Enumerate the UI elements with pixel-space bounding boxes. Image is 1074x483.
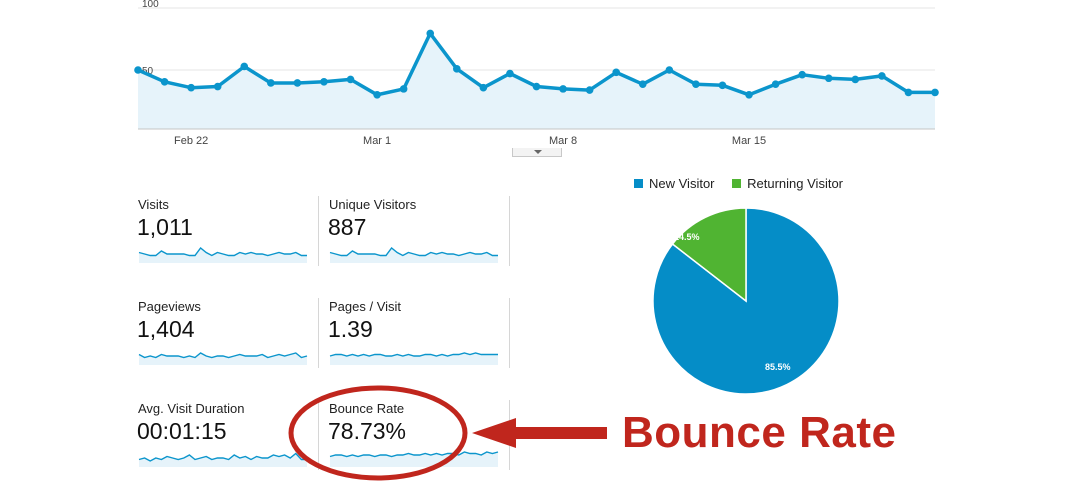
metric-divider bbox=[318, 196, 319, 266]
y-tick-label-50: 50 bbox=[142, 66, 154, 77]
data-point[interactable] bbox=[638, 80, 647, 88]
sparkline-fill bbox=[139, 453, 307, 467]
metric-divider bbox=[318, 400, 319, 470]
metric-sparkline bbox=[329, 352, 498, 365]
data-point[interactable] bbox=[665, 66, 674, 74]
chevron-down-icon bbox=[534, 150, 542, 154]
metric-value: 00:01:15 bbox=[137, 418, 227, 444]
metric-sparkline bbox=[138, 352, 308, 365]
data-point[interactable] bbox=[267, 79, 275, 87]
metric-divider bbox=[509, 400, 510, 470]
data-point[interactable] bbox=[771, 80, 780, 88]
sparkline-line bbox=[329, 246, 498, 257]
metric-label: Pageviews bbox=[138, 299, 201, 314]
sparkline-line bbox=[138, 352, 308, 359]
x-tick-label: Feb 22 bbox=[174, 135, 208, 147]
legend-label: Returning Visitor bbox=[747, 176, 844, 191]
legend-swatch bbox=[732, 179, 742, 188]
metric-label: Bounce Rate bbox=[329, 401, 405, 416]
x-tick-label: Mar 15 bbox=[732, 135, 766, 147]
data-point[interactable] bbox=[373, 90, 381, 99]
y-tick-label-100: 100 bbox=[142, 0, 159, 10]
data-point[interactable] bbox=[453, 65, 461, 73]
data-point[interactable] bbox=[320, 78, 328, 86]
metric-unique-visitors[interactable]: Unique Visitors 887 bbox=[328, 197, 501, 279]
sparkline-line bbox=[329, 352, 498, 357]
metric-value: 887 bbox=[328, 214, 367, 240]
metric-bounce-rate[interactable]: Bounce Rate 78.73% bbox=[328, 401, 501, 483]
data-point[interactable] bbox=[718, 81, 727, 90]
metric-sparkline bbox=[329, 246, 498, 263]
metric-visits[interactable]: Visits 1,011 bbox=[137, 197, 310, 279]
data-point[interactable] bbox=[134, 66, 142, 74]
data-point[interactable] bbox=[532, 82, 541, 91]
metric-avg-visit-duration[interactable]: Avg. Visit Duration 00:01:15 bbox=[137, 401, 310, 483]
data-point[interactable] bbox=[506, 69, 514, 78]
data-point[interactable] bbox=[585, 86, 594, 94]
visits-data-points bbox=[134, 29, 939, 99]
pie-legend: New Visitor Returning Visitor bbox=[634, 176, 857, 191]
sparkline-fill bbox=[330, 248, 498, 263]
data-point[interactable] bbox=[851, 75, 860, 84]
chart-collapse-handle[interactable] bbox=[512, 148, 562, 157]
data-point[interactable] bbox=[878, 72, 886, 80]
legend-item-new-visitor[interactable]: New Visitor bbox=[634, 176, 715, 191]
data-point[interactable] bbox=[293, 79, 302, 87]
metric-value: 1.39 bbox=[328, 316, 373, 342]
annotation-label: Bounce Rate bbox=[622, 408, 897, 457]
legend-item-returning-visitor[interactable]: Returning Visitor bbox=[732, 176, 843, 191]
sparkline-line bbox=[138, 452, 307, 462]
x-tick-label: Mar 8 bbox=[549, 135, 577, 147]
data-point[interactable] bbox=[798, 70, 806, 79]
legend-swatch bbox=[634, 179, 643, 188]
data-point[interactable] bbox=[559, 85, 567, 93]
sparkline-fill bbox=[330, 353, 498, 365]
metric-sparkline bbox=[138, 246, 307, 263]
data-point[interactable] bbox=[692, 80, 700, 88]
metric-value: 78.73% bbox=[328, 418, 407, 444]
data-point[interactable] bbox=[399, 85, 408, 93]
pie-slice-returning-visitor[interactable] bbox=[671, 207, 747, 303]
data-point[interactable] bbox=[213, 82, 222, 91]
data-point[interactable] bbox=[426, 29, 435, 38]
metric-sparkline bbox=[329, 451, 499, 467]
metric-label: Unique Visitors bbox=[329, 197, 417, 212]
data-point[interactable] bbox=[745, 90, 753, 99]
metric-value: 1,404 bbox=[137, 316, 195, 342]
x-tick-label: Mar 1 bbox=[363, 135, 391, 147]
metric-label: Pages / Visit bbox=[329, 299, 402, 314]
visitor-type-pie-chart: 85.5% 14.5% bbox=[652, 207, 840, 395]
metric-label: Visits bbox=[138, 197, 169, 212]
sparkline-fill bbox=[139, 248, 307, 263]
metric-divider bbox=[318, 298, 319, 368]
data-point[interactable] bbox=[240, 62, 249, 71]
metric-sparkline bbox=[138, 452, 307, 467]
metric-divider bbox=[509, 298, 510, 368]
data-point[interactable] bbox=[824, 74, 833, 83]
metric-pages-per-visit[interactable]: Pages / Visit 1.39 bbox=[328, 299, 501, 381]
metric-value: 1,011 bbox=[137, 214, 193, 240]
data-point[interactable] bbox=[612, 68, 620, 77]
data-point[interactable] bbox=[931, 88, 939, 97]
visits-area-fill bbox=[138, 33, 935, 129]
pie-slice-label-new-visitor: 85.5% bbox=[765, 362, 791, 372]
metric-divider bbox=[509, 196, 510, 266]
visits-over-time-chart: 100 50 Feb 22 Mar 1 Mar 8 Mar 15 bbox=[134, 0, 939, 147]
data-point[interactable] bbox=[904, 88, 913, 97]
legend-label: New Visitor bbox=[649, 176, 715, 191]
sparkline-fill bbox=[330, 452, 498, 467]
data-point[interactable] bbox=[346, 75, 355, 84]
sparkline-line bbox=[138, 246, 307, 257]
data-point[interactable] bbox=[479, 83, 488, 92]
metric-label: Avg. Visit Duration bbox=[138, 401, 245, 416]
x-axis-labels: Feb 22 Mar 1 Mar 8 Mar 15 bbox=[174, 135, 766, 147]
pie-slice-label-returning-visitor: 14.5% bbox=[674, 232, 700, 242]
data-point[interactable] bbox=[187, 83, 195, 92]
data-point[interactable] bbox=[160, 78, 169, 86]
metric-pageviews[interactable]: Pageviews 1,404 bbox=[137, 299, 310, 381]
